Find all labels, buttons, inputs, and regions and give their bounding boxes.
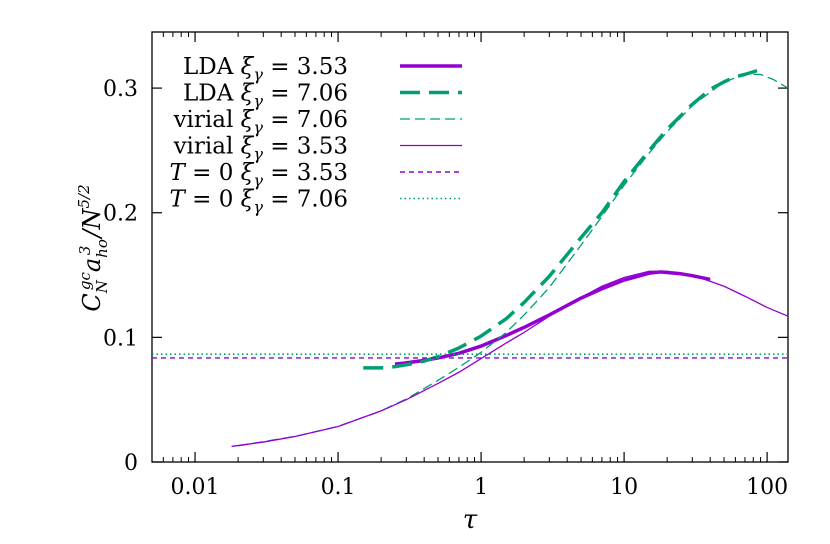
x-axis-title: τ bbox=[463, 505, 478, 535]
axis-ticks bbox=[152, 32, 788, 463]
y-tick-label: 0.1 bbox=[103, 326, 138, 351]
legend-label: virial ξγ = 3.53 bbox=[173, 134, 348, 164]
tick-labels: 0.01 0.1 1 10 100 0 0.1 0.2 0.3 bbox=[103, 77, 788, 500]
legend-label: LDA ξγ = 7.06 bbox=[183, 81, 348, 111]
series-line bbox=[231, 270, 788, 448]
series-line bbox=[394, 270, 711, 366]
y-tick-label: 0 bbox=[124, 451, 138, 476]
legend-label: T = 0 ξγ = 7.06 bbox=[169, 187, 348, 217]
legend-label: LDA ξγ = 3.53 bbox=[183, 54, 348, 84]
series-line bbox=[237, 73, 788, 447]
x-tick-label: 0.01 bbox=[171, 475, 220, 500]
y-tick-label: 0.2 bbox=[103, 202, 138, 227]
legend-label: T = 0 ξγ = 3.53 bbox=[169, 160, 348, 190]
series-layer bbox=[152, 68, 788, 448]
legend-label: virial ξγ = 7.06 bbox=[173, 107, 348, 137]
y-tick-label: 0.3 bbox=[103, 77, 138, 102]
x-tick-label: 1 bbox=[474, 475, 488, 500]
x-tick-label: 100 bbox=[746, 475, 788, 500]
plot-frame bbox=[151, 31, 789, 463]
x-tick-label: 0.1 bbox=[321, 475, 356, 500]
x-tick-label: 10 bbox=[610, 475, 638, 500]
series-line bbox=[363, 68, 758, 370]
